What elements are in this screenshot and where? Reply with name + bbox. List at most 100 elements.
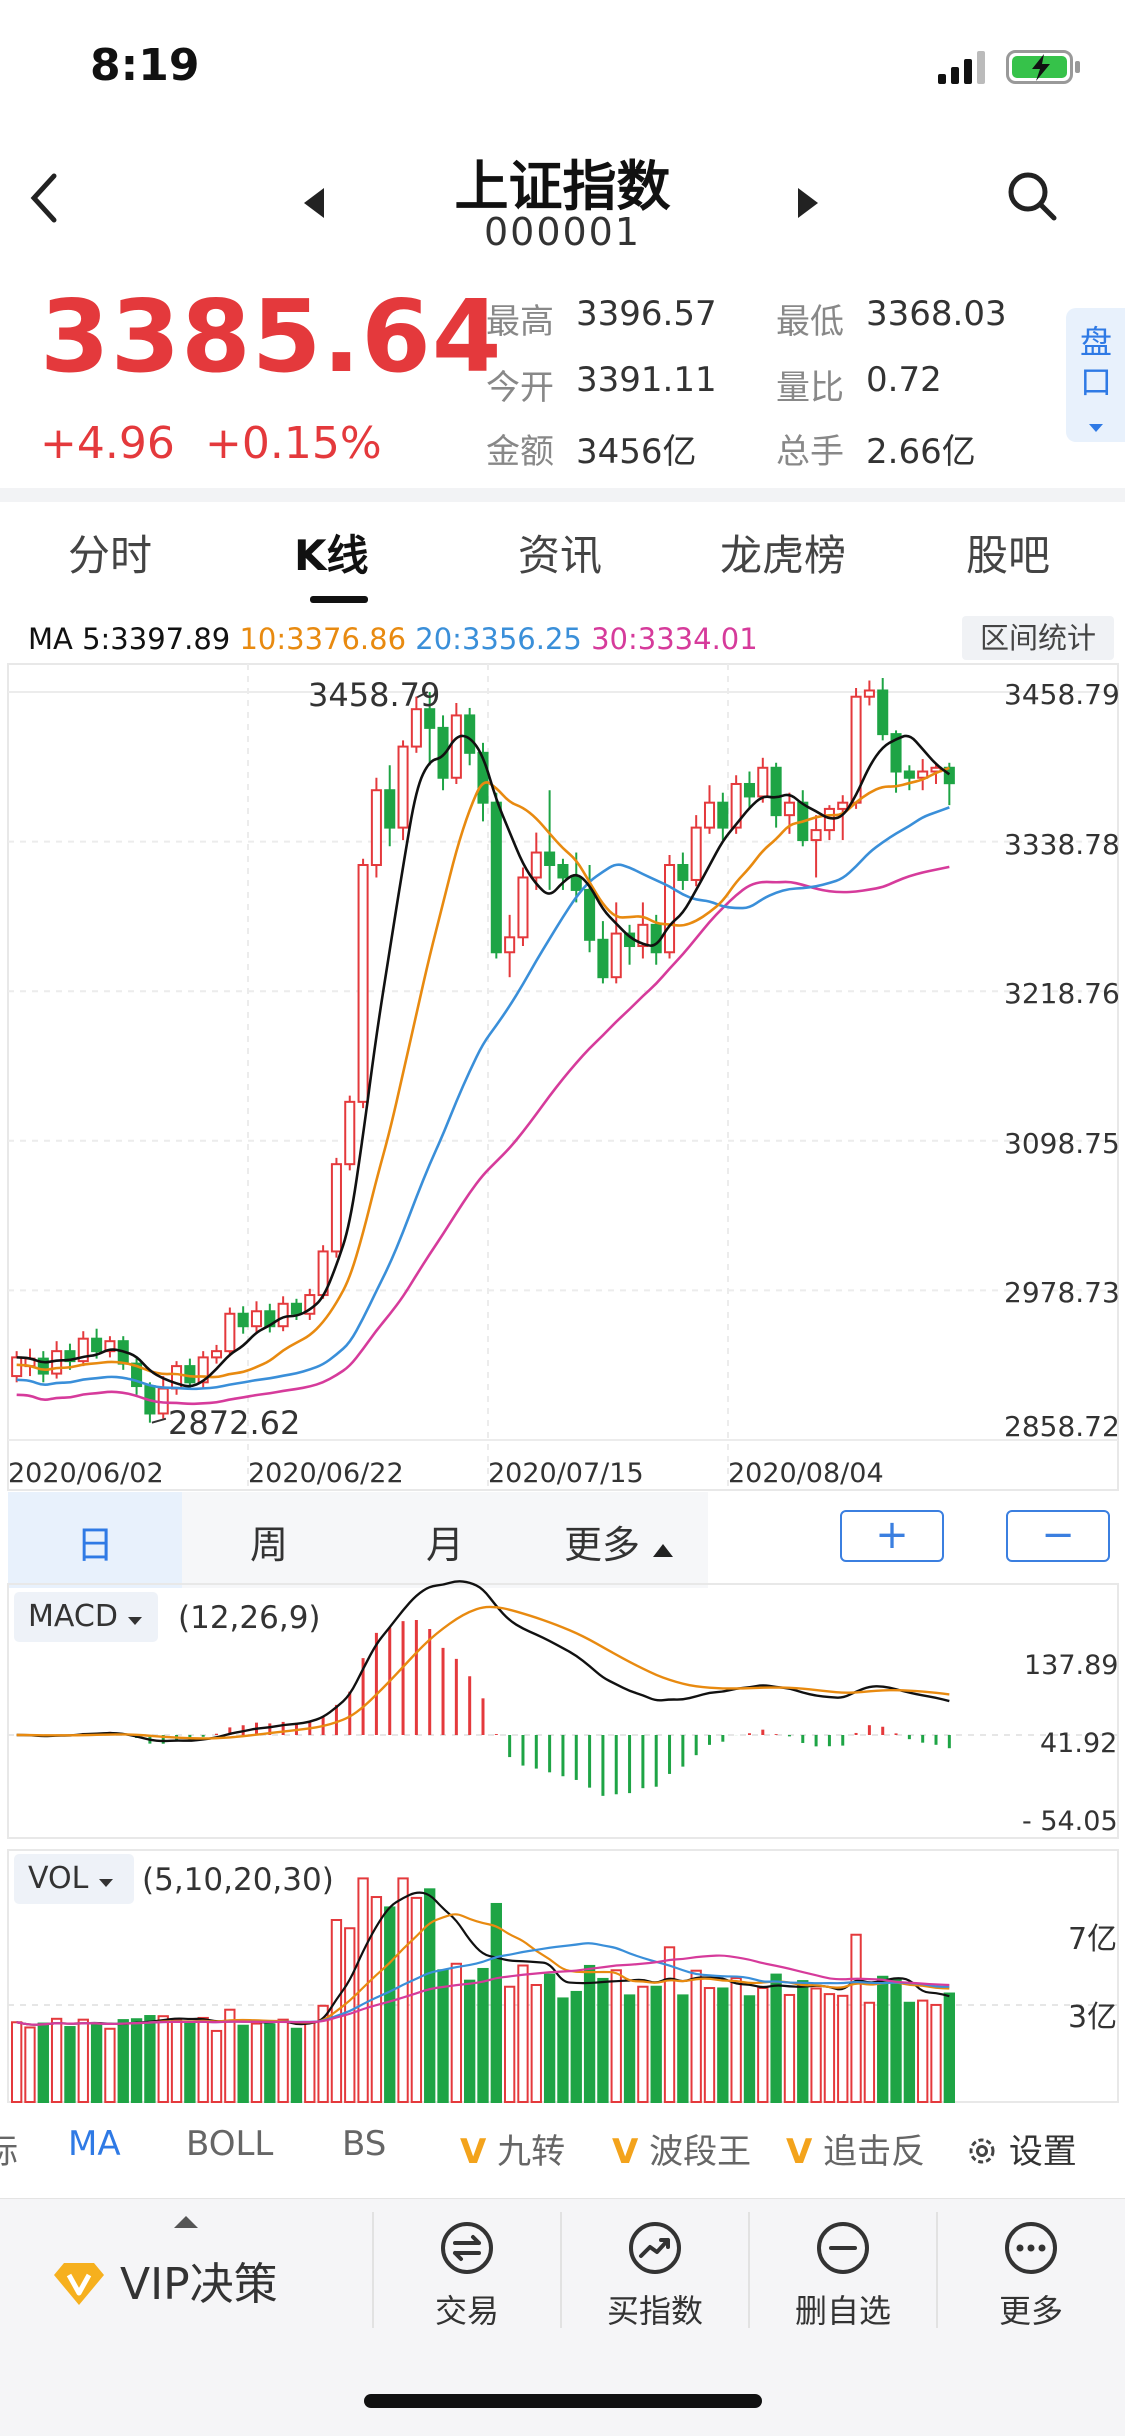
more-icon [1005,2222,1057,2274]
stat-label-volume-ratio: 量比 [776,368,844,408]
caret-up-icon[interactable] [172,2214,200,2230]
candle-body [890,733,902,773]
tab-fenshi[interactable]: 分时 [68,531,153,580]
period-more[interactable]: 更多 [564,1514,674,1569]
candle-body [210,1350,223,1359]
volume-bar [917,1999,929,2104]
status-time: 8:19 [90,40,200,91]
candle-body [837,801,849,810]
indicator-cut-item[interactable]: 标 [0,2132,18,2172]
indicator-settings[interactable]: 设置 [966,2124,1077,2173]
low-marker-line [151,1417,167,1424]
next-stock-triangle-right-icon[interactable] [796,186,820,220]
candle-body [437,726,449,779]
vol-selector[interactable]: VOL [14,1854,134,1904]
range-stats-button[interactable]: 区间统计 [962,616,1114,660]
candle-body [557,864,569,879]
kline-chart[interactable] [0,602,1125,1492]
candle-body [37,1357,49,1375]
volume-bar [583,1964,596,2103]
macd-tick-label: - 54.05 [1022,1806,1118,1837]
period-month[interactable]: 月 [426,1523,465,1567]
candle-body [930,766,942,773]
diamond-icon [54,2263,104,2305]
caret-down-icon [128,1617,143,1625]
active-tab-indicator [310,596,368,603]
volume-bar [424,1888,436,2103]
volume-bar [144,2015,156,2104]
search-icon[interactable] [1006,170,1058,222]
back-chevron-left-icon[interactable] [28,172,60,224]
candle-body [344,1100,356,1166]
remove-favorite-button[interactable]: 删自选 [768,2220,918,2332]
indicator-boduanwang[interactable]: V 波段王 [612,2124,751,2173]
candle-body [51,1350,63,1375]
candle-body [464,714,476,754]
indicator-ma[interactable]: MA [68,2124,121,2164]
macd-selector[interactable]: MACD [14,1592,158,1642]
macd-params: (12,26,9) [178,1600,321,1636]
ma5-line [16,734,951,1388]
volume-bar [890,1977,902,2103]
vip-mark: V [460,2132,487,2172]
volume-bar [210,2029,223,2103]
x-tick-label: 2020/08/04 [728,1458,884,1489]
vol-tick-label: 7亿 [1068,1922,1118,1957]
indicator-jiuzhuan[interactable]: V 九转 [460,2124,565,2173]
volume-bar [850,1933,862,2103]
volume-bar [530,1984,542,2103]
tab-kline[interactable]: K线 [294,531,369,580]
x-tick-label: 2020/06/02 [8,1458,164,1489]
indicator-boll[interactable]: BOLL [186,2124,274,2164]
more-button[interactable]: 更多 [956,2220,1106,2332]
volume-chart[interactable] [0,1846,1125,2106]
candle-body [237,1312,249,1328]
period-day[interactable]: 日 [76,1523,115,1567]
indicator-zhuijifan[interactable]: V 追击反 [786,2124,924,2173]
vol-ma5-line [16,1891,950,2026]
volume-bar [770,1973,782,2104]
volume-bar [930,2003,942,2103]
volume-bar [557,1997,569,2103]
trade-button[interactable]: 交易 [392,2220,542,2332]
y-tick-label: 2978.73 [1004,1276,1120,1310]
volume-bar [357,1877,369,2104]
prev-stock-triangle-left-icon[interactable] [302,186,326,220]
indicator-boduanwang-label: 波段王 [649,2132,752,2172]
volume-bar [237,2024,249,2104]
vip-decision-button[interactable]: VIP决策 [52,2248,278,2312]
tab-forum[interactable]: 股吧 [966,531,1051,580]
macd-chart[interactable] [0,1580,1125,1842]
candle-body [597,938,609,979]
stat-value-open: 3391.11 [576,360,717,400]
pankou-button[interactable]: 盘口 [1066,308,1125,442]
stat-label-low: 最低 [776,302,844,342]
period-week[interactable]: 周 [250,1523,289,1567]
divider [748,2212,750,2328]
volume-bar [823,1993,836,2104]
volume-bar [703,1987,716,2104]
candle-body [77,1337,89,1363]
volume-bar [397,1877,409,2104]
tab-dragon-tiger-list[interactable]: 龙虎榜 [720,531,847,580]
candle-body [357,864,369,1103]
vol-label: VOL [28,1861,89,1896]
candle-body [917,770,929,779]
candle-body [690,826,702,881]
ma20-line [16,806,950,1391]
zoom-in-button[interactable]: + [840,1510,944,1562]
buy-index-button[interactable]: 买指数 [580,2220,730,2332]
candle-body [703,801,716,829]
candle-body [877,689,889,736]
indicator-bs[interactable]: BS [342,2124,387,2164]
candle-body [224,1312,236,1353]
tab-news[interactable]: 资讯 [518,531,603,580]
volume-bar [304,2021,316,2103]
vip-mark: V [612,2132,639,2172]
zoom-out-button[interactable]: − [1006,1510,1110,1562]
volume-bar [903,2001,916,2103]
stat-label-amount: 金额 [486,432,554,472]
candle-body [410,708,422,748]
caret-down-icon [1089,424,1103,432]
macd-border [7,1583,1119,1839]
